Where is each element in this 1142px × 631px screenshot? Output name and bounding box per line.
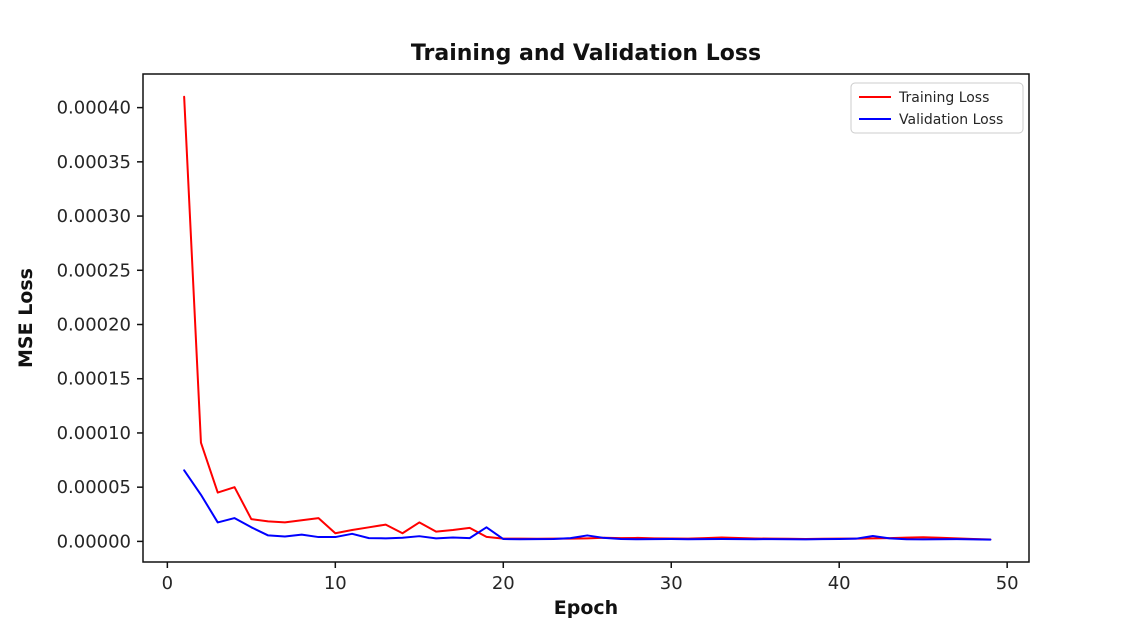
x-axis-label: Epoch: [554, 597, 618, 619]
x-tick-label: 50: [996, 573, 1019, 594]
y-axis-ticks: 0.00000 0.00005 0.00010 0.00015 0.00020 0.000…: [57, 98, 143, 552]
y-tick-label: 0.00030: [57, 206, 131, 227]
y-tick-label: 0.00035: [57, 152, 131, 173]
x-tick-label: 30: [660, 573, 683, 594]
chart-title: Training and Validation Loss: [411, 41, 761, 66]
x-tick-label: 20: [492, 573, 515, 594]
y-tick-label: 0.00040: [57, 98, 131, 119]
legend: Training Loss Validation Loss: [850, 82, 1024, 134]
y-tick-label: 0.00015: [57, 369, 131, 390]
x-tick-label: 0: [162, 573, 173, 594]
y-tick-label: 0.00000: [57, 531, 131, 552]
plot-area-border: [142, 73, 1030, 563]
legend-label-training: Training Loss: [898, 90, 989, 106]
x-axis-ticks: 0 10 20 30 40 50: [162, 562, 1019, 594]
series-lines: [183, 95, 992, 541]
y-tick-label: 0.00020: [57, 315, 131, 336]
legend-box: [850, 82, 1024, 134]
y-tick-label: 0.00025: [57, 260, 131, 281]
series-line-1: [183, 469, 992, 541]
legend-label-validation: Validation Loss: [899, 112, 1003, 128]
y-tick-label: 0.00005: [57, 477, 131, 498]
series-line-0: [183, 95, 992, 541]
y-axis-label: MSE Loss: [15, 268, 37, 368]
y-tick-label: 0.00010: [57, 423, 131, 444]
x-tick-label: 40: [828, 573, 851, 594]
x-tick-label: 10: [324, 573, 347, 594]
